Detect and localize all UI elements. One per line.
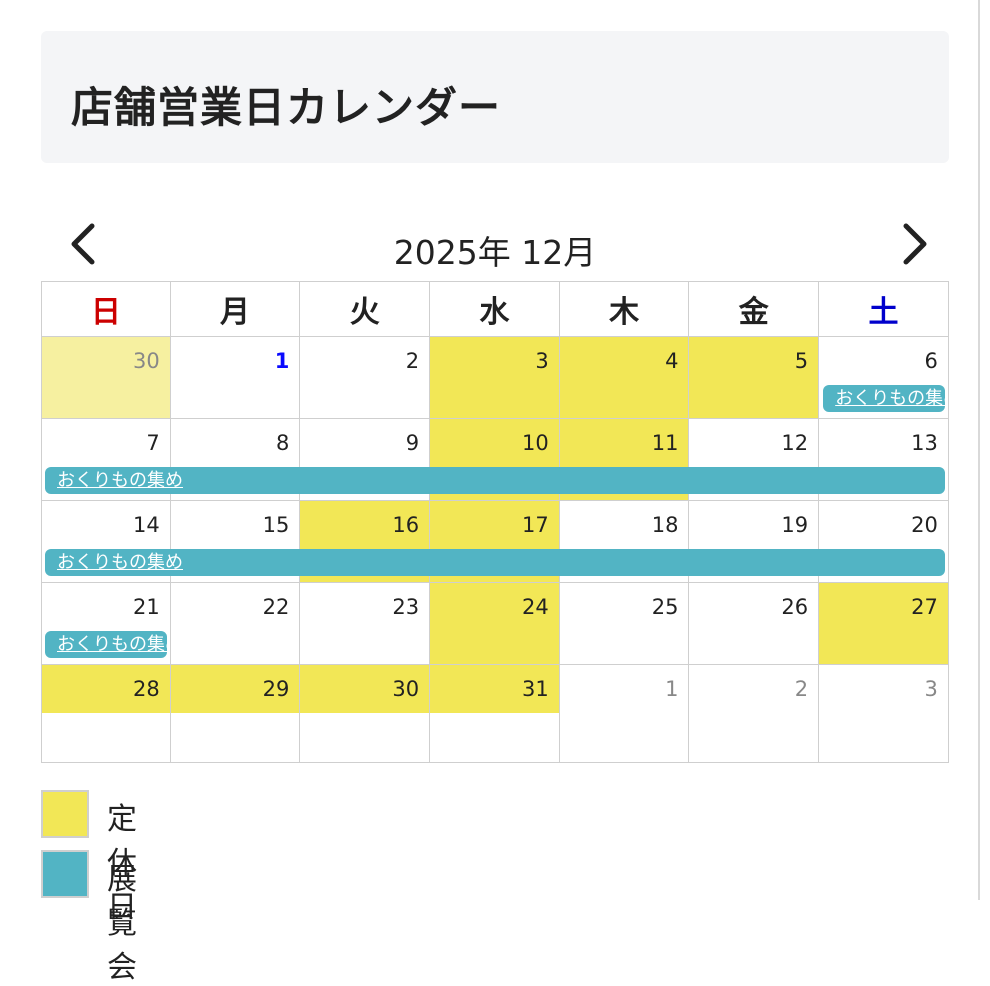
day-cell[interactable]: 29	[170, 665, 301, 763]
page-title: 店舗営業日カレンダー	[71, 83, 502, 132]
day-number: 2	[794, 677, 809, 701]
header-panel: 店舗営業日カレンダー	[41, 31, 949, 163]
weekday-1: 月	[170, 281, 301, 337]
week-row: 30 1 2 3 4 5 6 おくりもの集め	[41, 337, 949, 419]
weekday-4: 木	[559, 281, 690, 337]
weekday-3: 水	[430, 281, 560, 337]
day-cell[interactable]: 12	[689, 419, 820, 501]
week-row: 28 29 30 31 1 2 3	[41, 665, 949, 763]
day-cell[interactable]: 22	[170, 583, 301, 665]
day-number: 21	[132, 595, 160, 619]
day-cell[interactable]: 19	[689, 501, 820, 583]
day-cell[interactable]: 4	[559, 337, 690, 419]
day-cell[interactable]: 14	[41, 501, 171, 583]
chevron-left-icon[interactable]	[63, 222, 103, 266]
day-cell[interactable]: 18	[559, 501, 690, 583]
day-cell[interactable]: 27	[819, 583, 949, 665]
event-bar[interactable]: おくりもの集め	[823, 385, 945, 412]
weekday-0: 日	[41, 281, 171, 337]
day-number: 20	[911, 513, 938, 537]
day-number: 1	[665, 677, 679, 701]
day-number: 17	[522, 513, 549, 537]
day-cell[interactable]: 15	[170, 501, 301, 583]
day-number: 11	[651, 431, 679, 455]
day-cell[interactable]: 25	[559, 583, 690, 665]
day-cell[interactable]: 5	[689, 337, 820, 419]
day-cell[interactable]: 20	[819, 501, 949, 583]
day-number: 1	[274, 349, 290, 373]
day-number: 27	[911, 595, 938, 619]
day-cell[interactable]: 1	[170, 337, 301, 419]
calendar-nav: 2025年 12月	[41, 212, 949, 276]
weekday-header: 日月火水木金土	[41, 281, 949, 337]
day-cell[interactable]: 3	[819, 665, 949, 763]
weekday-2: 火	[300, 281, 431, 337]
day-number: 2	[405, 349, 420, 373]
day-number: 29	[262, 677, 290, 701]
day-number: 22	[262, 595, 290, 619]
day-number: 10	[522, 431, 549, 455]
legend-label: 展覧会	[107, 862, 137, 985]
event-label: おくりもの集め	[57, 552, 183, 573]
day-number: 3	[535, 349, 549, 373]
day-number: 12	[781, 431, 809, 455]
day-cell[interactable]: 7	[41, 419, 171, 501]
day-number: 30	[132, 349, 160, 373]
weekday-6: 土	[819, 281, 949, 337]
day-cell[interactable]: 2	[300, 337, 431, 419]
chevron-right-icon[interactable]	[895, 222, 935, 266]
day-cell[interactable]: 1	[559, 665, 690, 763]
day-cell[interactable]: 2	[689, 665, 820, 763]
day-number: 13	[911, 431, 938, 455]
day-cell[interactable]: 6	[819, 337, 949, 419]
weekday-5: 金	[689, 281, 820, 337]
week-row: 21 22 23 24 25 26 27 おくりもの集め	[41, 583, 949, 665]
day-number: 14	[132, 513, 160, 537]
day-number: 4	[665, 349, 679, 373]
scrollbar[interactable]	[978, 0, 980, 900]
day-number: 5	[794, 349, 809, 373]
day-cell[interactable]: 30	[41, 337, 171, 419]
event-bar[interactable]: おくりもの集め	[45, 631, 167, 658]
day-cell[interactable]: 9	[300, 419, 431, 501]
month-title: 2025年 12月	[393, 233, 597, 272]
day-cell[interactable]: 3	[430, 337, 560, 419]
day-number: 28	[132, 677, 160, 701]
day-cell[interactable]: 21	[41, 583, 171, 665]
day-cell[interactable]: 23	[300, 583, 431, 665]
day-number: 23	[392, 595, 420, 619]
day-number: 30	[392, 677, 420, 701]
day-number: 7	[146, 431, 160, 455]
day-number: 3	[924, 677, 938, 701]
day-number: 25	[651, 595, 679, 619]
day-number: 8	[276, 431, 290, 455]
week-row: 7 8 9 10 11 12 13 おくりもの集め	[41, 419, 949, 501]
day-number: 31	[522, 677, 549, 701]
day-number: 18	[651, 513, 679, 537]
event-bar[interactable]: おくりもの集め	[45, 467, 945, 494]
week-row: 14 15 16 17 18 19 20 おくりもの集め	[41, 501, 949, 583]
day-cell[interactable]: 26	[689, 583, 820, 665]
day-number: 16	[392, 513, 420, 537]
event-label: おくりもの集め	[57, 470, 183, 491]
day-cell[interactable]: 28	[41, 665, 171, 763]
day-cell[interactable]: 8	[170, 419, 301, 501]
event-label: おくりもの集め	[57, 634, 167, 655]
day-number: 24	[522, 595, 549, 619]
legend-swatch	[41, 850, 89, 898]
day-cell[interactable]: 30	[300, 665, 431, 763]
day-number: 26	[781, 595, 809, 619]
day-number: 19	[781, 513, 809, 537]
day-cell[interactable]: 24	[430, 583, 560, 665]
day-cell[interactable]: 31	[430, 665, 560, 763]
day-number: 9	[405, 431, 420, 455]
day-number: 15	[262, 513, 290, 537]
event-bar[interactable]: おくりもの集め	[45, 549, 945, 576]
event-label: おくりもの集め	[835, 388, 945, 409]
legend-swatch	[41, 790, 89, 838]
day-number: 6	[924, 349, 938, 373]
day-cell[interactable]: 13	[819, 419, 949, 501]
